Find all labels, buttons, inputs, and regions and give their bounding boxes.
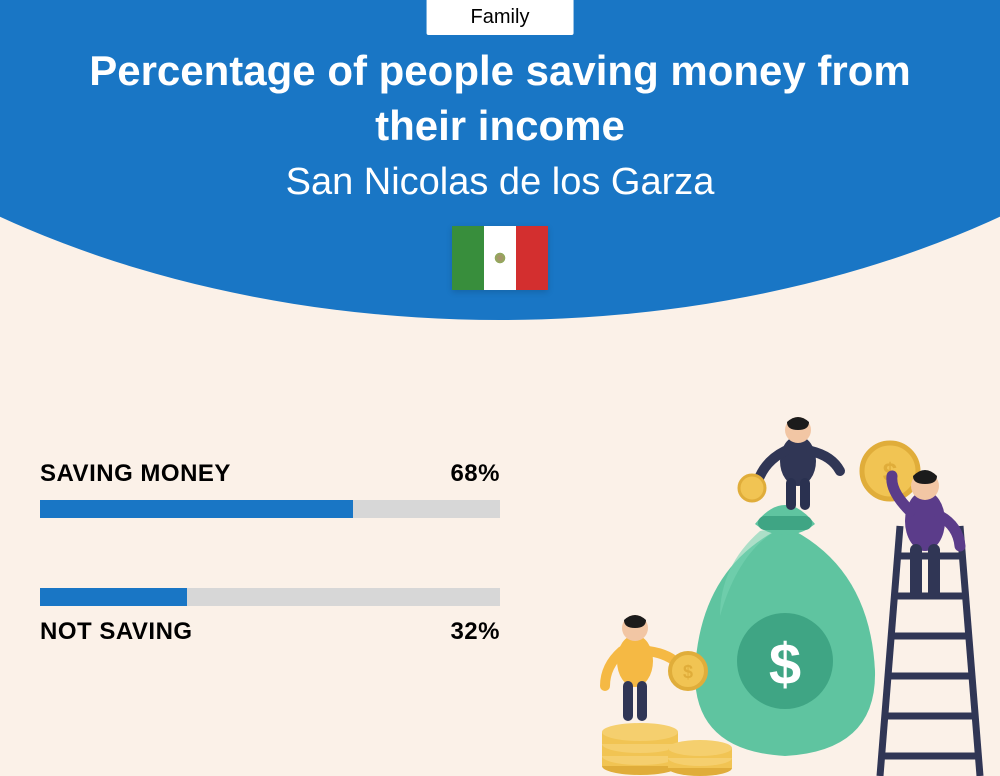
bar-fill <box>40 500 353 518</box>
page-subtitle: San Nicolas de los Garza <box>0 161 1000 204</box>
bar-not-saving: NOT SAVING 32% <box>40 588 500 646</box>
svg-text:$: $ <box>683 662 693 682</box>
bar-value: 68% <box>450 460 500 488</box>
bar-label-row: SAVING MONEY 68% <box>40 460 500 488</box>
category-badge: Family <box>427 0 574 35</box>
page-title: Percentage of people saving money from t… <box>0 44 1000 153</box>
bar-saving-money: SAVING MONEY 68% <box>40 460 500 518</box>
bar-label: SAVING MONEY <box>40 460 231 488</box>
bar-value: 32% <box>450 618 500 646</box>
person-top-icon <box>739 417 840 510</box>
coin-stack-icon <box>602 723 732 776</box>
flag-stripe-white <box>484 226 516 290</box>
bar-track <box>40 500 500 518</box>
money-bag-icon: $ <box>695 505 875 756</box>
flag-stripe-green <box>452 226 484 290</box>
bar-track <box>40 588 500 606</box>
header-content: Percentage of people saving money from t… <box>0 44 1000 295</box>
mexico-flag-icon <box>452 226 548 290</box>
bar-fill <box>40 588 187 606</box>
savings-illustration: $ $ <box>580 416 990 776</box>
flag-stripe-red <box>516 226 548 290</box>
bars-section: SAVING MONEY 68% NOT SAVING 32% <box>40 460 500 716</box>
person-left-icon: $ <box>605 615 706 721</box>
bar-label: NOT SAVING <box>40 618 193 646</box>
person-ladder-icon: $ <box>862 443 960 599</box>
bar-label-row: NOT SAVING 32% <box>40 618 500 646</box>
flag-emblem-icon <box>492 250 508 266</box>
svg-text:$: $ <box>769 632 801 697</box>
